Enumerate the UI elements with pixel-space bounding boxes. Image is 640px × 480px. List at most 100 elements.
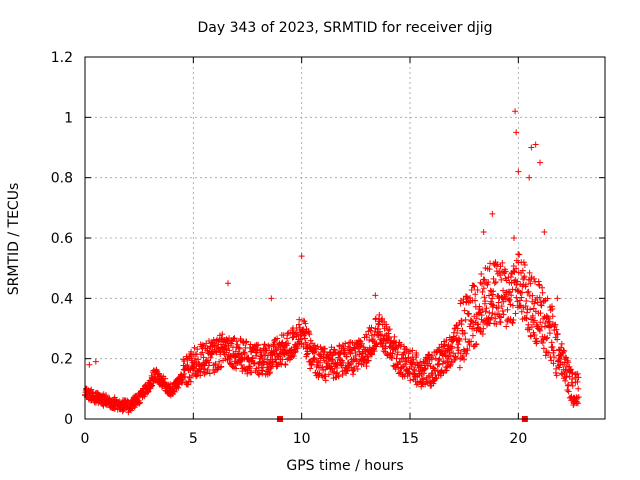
data-point xyxy=(463,293,470,300)
data-point xyxy=(468,318,475,325)
data-point xyxy=(524,289,531,296)
data-point xyxy=(516,251,523,258)
data-point xyxy=(456,338,463,345)
x-axis-label: GPS time / hours xyxy=(286,458,403,474)
data-point xyxy=(527,333,534,340)
data-point xyxy=(306,331,313,338)
data-point xyxy=(454,325,461,332)
data-point xyxy=(479,280,486,287)
data-point xyxy=(480,276,487,283)
data-point xyxy=(363,334,370,341)
grid xyxy=(85,57,605,419)
data-point xyxy=(531,332,538,339)
data-point xyxy=(302,320,309,327)
data-point xyxy=(277,360,283,367)
data-point xyxy=(111,394,118,401)
data-point xyxy=(513,265,520,272)
data-point xyxy=(540,336,547,343)
data-point xyxy=(524,309,530,316)
y-tick-label: 0.4 xyxy=(51,291,73,307)
data-point xyxy=(446,348,453,355)
data-point xyxy=(526,269,533,276)
data-point xyxy=(498,303,505,310)
data-point xyxy=(506,297,513,304)
data-point xyxy=(495,305,502,312)
data-point xyxy=(477,327,484,334)
data-point xyxy=(549,343,556,350)
data-point xyxy=(291,349,298,356)
data-point xyxy=(533,338,540,345)
data-point xyxy=(537,319,544,326)
data-point xyxy=(549,313,556,320)
data-point xyxy=(496,313,503,320)
data-point xyxy=(550,360,557,367)
data-point xyxy=(515,168,522,175)
data-point xyxy=(372,315,379,322)
data-point xyxy=(304,350,311,357)
data-point xyxy=(512,108,519,115)
data-point xyxy=(548,339,555,346)
data-point xyxy=(162,375,169,382)
data-point xyxy=(498,294,505,301)
chart-title: Day 343 of 2023, SRMTID for receiver dji… xyxy=(198,20,493,36)
data-point xyxy=(468,338,475,345)
data-point xyxy=(520,276,527,283)
data-point xyxy=(442,352,449,359)
data-point xyxy=(365,357,372,364)
data-point xyxy=(531,317,538,324)
data-point xyxy=(259,359,266,366)
data-point xyxy=(502,268,509,275)
data-point xyxy=(206,370,213,377)
data-point xyxy=(335,373,342,380)
data-point xyxy=(480,228,487,235)
data-point xyxy=(574,400,581,407)
data-point xyxy=(379,315,386,322)
data-point xyxy=(233,338,240,345)
data-point xyxy=(296,316,303,323)
data-point xyxy=(290,353,297,360)
data-point xyxy=(496,268,503,275)
data-point xyxy=(485,279,492,286)
data-point xyxy=(235,344,242,351)
data-point xyxy=(462,316,469,323)
data-point xyxy=(433,375,440,382)
data-point xyxy=(497,272,504,279)
data-point xyxy=(526,326,533,333)
data-point xyxy=(327,365,334,372)
data-point xyxy=(249,354,256,361)
data-point xyxy=(255,341,262,348)
data-point xyxy=(266,343,273,350)
data-point xyxy=(429,352,436,359)
data-point xyxy=(574,370,581,377)
data-point xyxy=(284,335,291,342)
data-point xyxy=(376,328,383,335)
data-point xyxy=(467,317,474,324)
data-point xyxy=(474,321,481,328)
y-tick-label: 0 xyxy=(64,412,73,428)
data-point xyxy=(519,267,526,274)
data-point xyxy=(527,306,534,313)
data-point xyxy=(259,367,266,374)
data-point xyxy=(456,364,463,371)
data-point xyxy=(503,323,510,330)
data-point xyxy=(231,335,238,342)
data-point xyxy=(460,353,467,360)
data-point xyxy=(489,210,496,217)
data-point xyxy=(536,294,543,301)
data-point xyxy=(548,357,555,364)
data-point xyxy=(479,330,486,337)
data-point xyxy=(472,291,479,298)
data-point xyxy=(447,363,454,370)
data-point xyxy=(334,361,341,368)
data-point xyxy=(235,353,242,360)
data-point xyxy=(507,316,514,323)
data-point xyxy=(314,343,321,350)
data-point xyxy=(495,299,502,306)
data-point xyxy=(290,333,297,340)
data-point xyxy=(484,281,491,288)
data-point xyxy=(280,332,287,339)
data-point xyxy=(145,388,152,395)
data-point xyxy=(565,381,572,388)
data-point xyxy=(318,372,325,379)
data-point xyxy=(303,351,310,358)
